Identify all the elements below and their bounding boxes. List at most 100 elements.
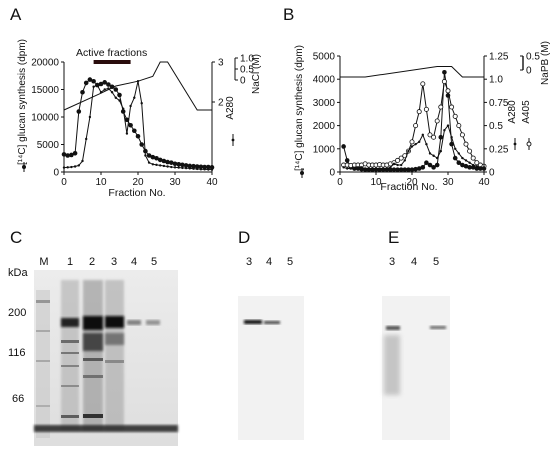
chart-a-x-tick-label: 0 xyxy=(61,177,67,188)
chart-b-series-1-point xyxy=(445,88,451,94)
chart-a-series-0-point xyxy=(87,77,93,82)
gel-c-kda-label: kDa xyxy=(8,267,28,279)
chart-b-series-0-point xyxy=(434,162,440,168)
chart-b-series-2-point xyxy=(356,166,360,169)
chart-a-series-1-point xyxy=(118,99,121,102)
chart-b-series-2-point xyxy=(421,133,424,137)
chart-b-ylabel: [¹⁴C] glucan synthesis (dpm) xyxy=(294,45,305,171)
chart-b-series-0-point xyxy=(431,165,436,170)
chart-a-y-tick-label: 5000 xyxy=(37,140,60,151)
chart-a-series-1-point xyxy=(170,165,173,169)
chart-a-series-1-point xyxy=(70,165,73,169)
chart-a-series-0-point xyxy=(183,163,189,168)
chart-a-series-1-point xyxy=(133,96,136,99)
chart-a-series-0-point xyxy=(98,81,104,87)
chart-b-series-1-point xyxy=(398,155,404,161)
chart-a-xlabel: Fraction No. xyxy=(108,187,165,199)
chart-a-series-0-point xyxy=(128,122,133,128)
chart-a-nacl-tick-label: 0.5 xyxy=(240,65,254,76)
chart-b-series-0-point xyxy=(391,167,397,172)
panel-label-a: A xyxy=(10,5,22,24)
chart-b-axes-layer: 0 10 20 30 4001000200030004000500000.250.50.… xyxy=(313,52,541,189)
chart-b-series-2-point xyxy=(418,140,421,144)
chart-a-series-1-point xyxy=(122,107,125,110)
gel-c-lane-1: 1 xyxy=(67,256,73,268)
chart-a-series-0-point xyxy=(76,109,82,114)
chart-a-series-0-point xyxy=(161,158,167,164)
chart-b-series-0-point xyxy=(424,160,429,166)
chart-b-series-0-point xyxy=(388,167,393,172)
chart-a-x-tick-label: 30 xyxy=(169,177,181,188)
chart-b-series-0-point xyxy=(413,166,418,172)
gel-c-lane-4: 4 xyxy=(131,256,137,268)
chart-a-series-1-point xyxy=(85,137,88,141)
chart-a-series-1-point xyxy=(196,167,199,171)
chart-a-series-1-point xyxy=(77,164,81,167)
chart-a-a280-tick-label: 3 xyxy=(218,58,224,69)
chart-b-series-2-point xyxy=(400,163,403,167)
chart-a-series-0-point xyxy=(198,164,204,170)
chart-a-series-1-point xyxy=(66,166,69,169)
chart-a-a280-label: A280 xyxy=(225,96,236,120)
chart-b-a280-marker xyxy=(513,138,517,150)
chart-b-series-1-point xyxy=(438,104,444,110)
chart-a-series-1-point xyxy=(177,166,180,169)
chart-a-series-1-point xyxy=(159,164,162,167)
gel-e-image xyxy=(382,296,450,440)
gel-e-lane-4: 4 xyxy=(411,256,417,268)
gel-c-lane-5: 5 xyxy=(151,256,157,268)
chart-a-y-tick-label: 20000 xyxy=(31,58,59,69)
chart-b-series-2-point xyxy=(464,159,468,162)
gel-c-lane-3: 3 xyxy=(111,256,117,268)
chart-a-series-0-point xyxy=(109,84,115,90)
chart-b-series-1-point xyxy=(452,113,458,119)
chart-b-abs-tick-label: 0 xyxy=(489,168,495,179)
chart-a-series-0-point xyxy=(106,82,111,87)
chart-a-series-1-point xyxy=(136,80,140,83)
chart-a-y-tick-label: 0 xyxy=(53,168,59,179)
chart-b-series-0-point xyxy=(341,144,346,149)
chart-a-series-1-point xyxy=(192,167,195,170)
chart-b-y-tick-label: 2000 xyxy=(313,121,336,132)
chart-b-abs-tick-label: 0.75 xyxy=(489,98,509,109)
panel-label-e: E xyxy=(388,228,400,247)
chart-b-series-1-point xyxy=(423,106,429,112)
chart-a-series-1-point xyxy=(110,91,114,94)
chart-a-series-0-point xyxy=(80,89,85,95)
chart-b-series-2-point xyxy=(410,145,414,148)
chart-a-series-1-point xyxy=(147,161,151,164)
chart-a-x-tick-label: 20 xyxy=(132,177,144,188)
chart-b-series-0-point xyxy=(442,69,447,75)
chart-a-series-1-point xyxy=(144,154,147,157)
chart-b-series-2-point xyxy=(342,166,345,169)
chart-a-series-0-point xyxy=(69,152,74,158)
chart-a-series-0-point xyxy=(191,163,196,169)
chart-b-series-2-point xyxy=(403,159,406,162)
gel-c-lane-m: M xyxy=(39,256,48,268)
chart-a-series-0-point xyxy=(139,142,144,147)
chart-b-series-1-point xyxy=(395,157,401,163)
chart-b-series-0-point xyxy=(409,167,415,172)
chart-b-series-2-point xyxy=(428,152,432,155)
chart-b-series-0-point xyxy=(395,167,400,172)
gel-c-marker-66: 66 xyxy=(12,393,24,405)
chart-b-series-2-point xyxy=(396,163,399,167)
chart-a-series-0-point xyxy=(72,151,78,156)
chart-a-series-1-point xyxy=(107,87,110,90)
chart-b-series-2-point xyxy=(450,136,453,139)
chart-b-series-0-point xyxy=(420,165,426,170)
chart-a-series-0-point xyxy=(202,164,207,170)
chart-b-series-1-point xyxy=(456,123,462,129)
chart-a-a280-marker xyxy=(231,134,235,146)
chart-a-series-0-point xyxy=(172,161,178,167)
chart-b-a280-label: A280 xyxy=(507,100,518,124)
chart-b-series-2-point xyxy=(360,166,363,169)
chart-a-series-0-point xyxy=(150,154,156,160)
chart-a-gradient-line xyxy=(63,61,212,111)
chart-a-ylabel: [¹⁴C] glucan synthesis (dpm) xyxy=(17,39,28,165)
chart-b-series-2-point xyxy=(392,162,396,166)
chart-b-series-1-point xyxy=(474,160,480,166)
